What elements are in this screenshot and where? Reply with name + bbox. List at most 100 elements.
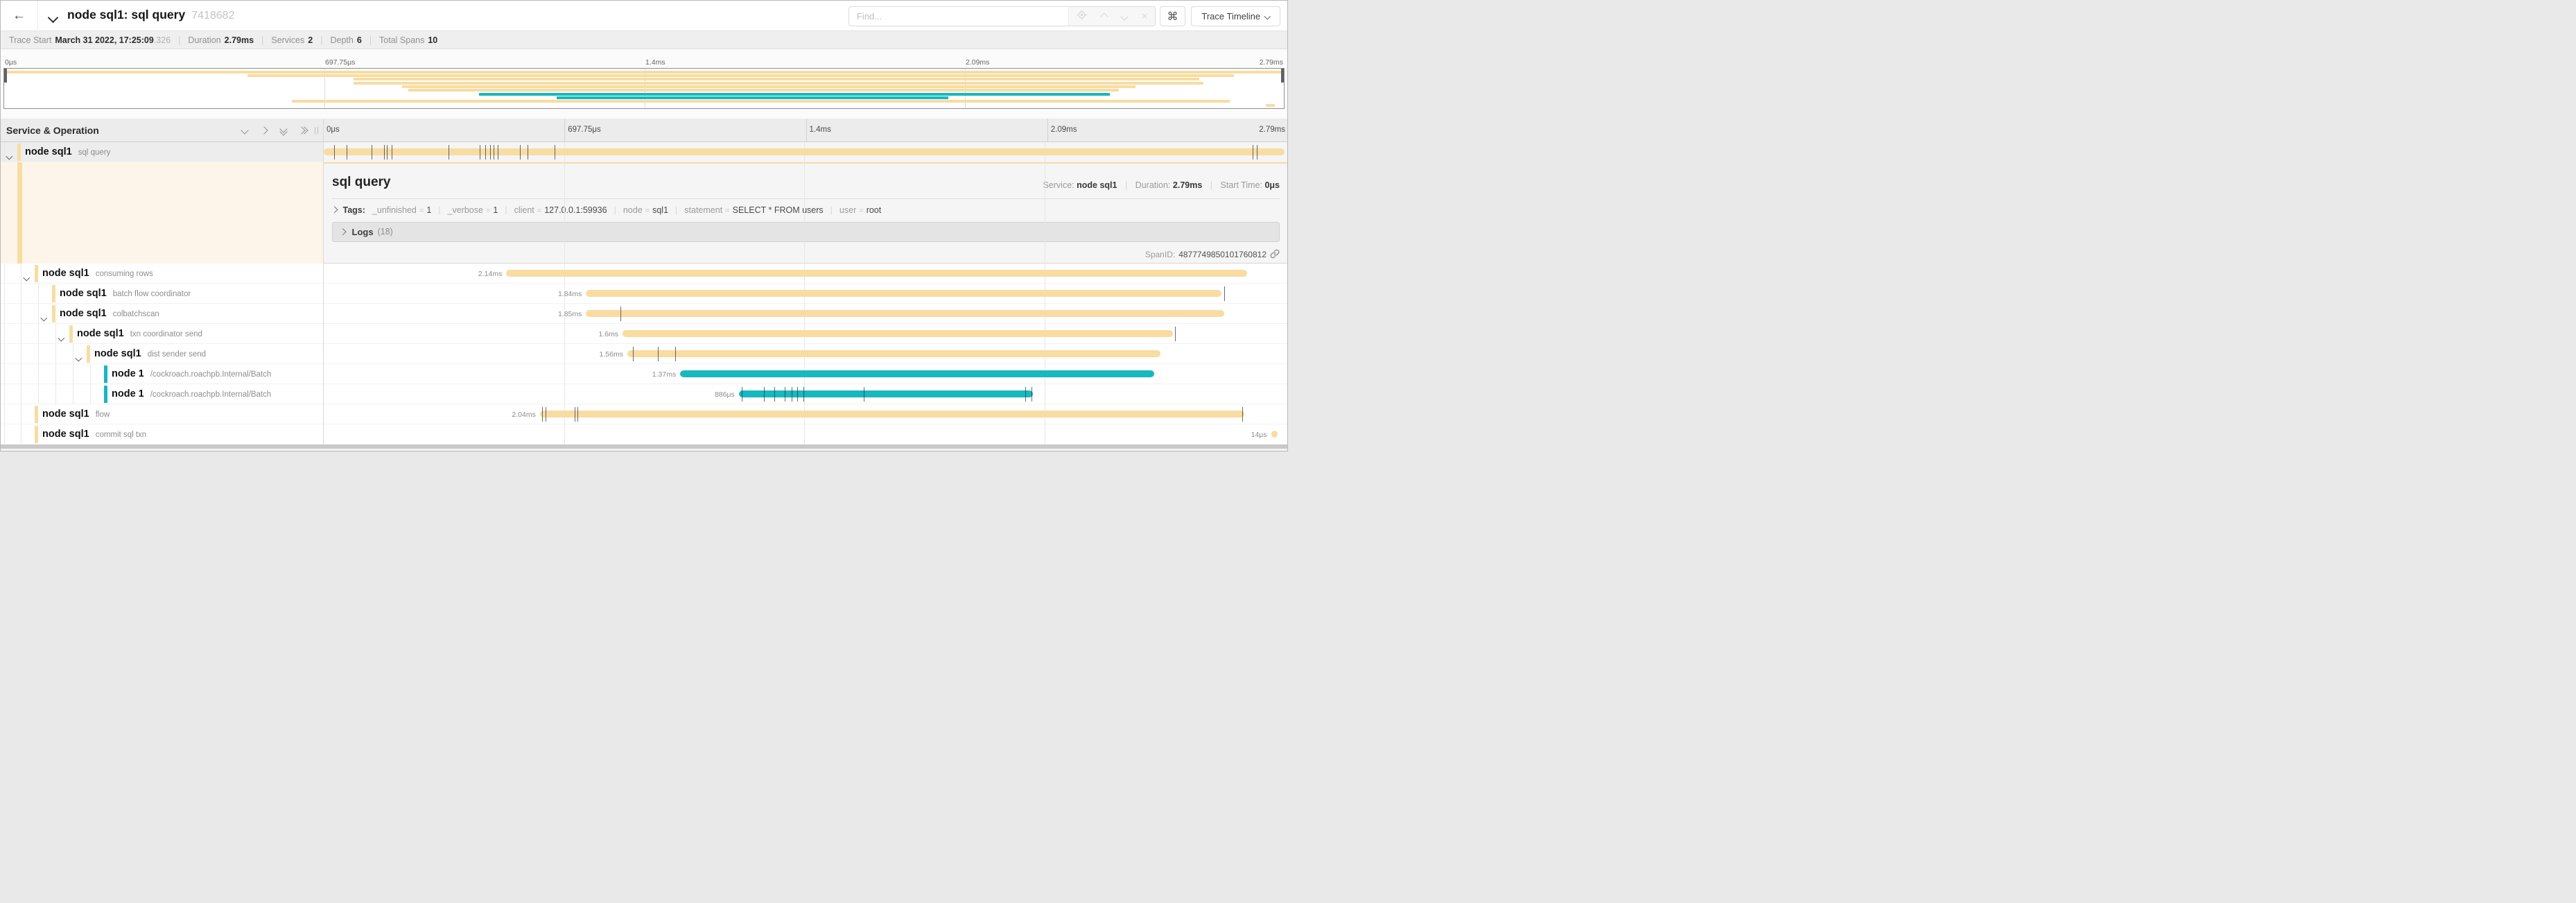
- expand-chevron-icon[interactable]: [75, 352, 82, 364]
- span-timeline-cell[interactable]: 1.6ms: [324, 324, 1285, 343]
- expand-all-icon[interactable]: [297, 126, 308, 135]
- span-duration-bar[interactable]: [627, 350, 1161, 357]
- span-tree-cell[interactable]: node sql1 consuming rows: [1, 263, 323, 284]
- log-marker[interactable]: [1025, 386, 1026, 402]
- horizontal-scrollbar[interactable]: [1, 444, 1287, 449]
- span-timeline-cell[interactable]: 886μs: [324, 384, 1285, 404]
- tags-row[interactable]: Tags: _unfinished = 1 | _verbose = 1 | client = 12…: [331, 205, 881, 215]
- next-match-icon[interactable]: [1120, 10, 1129, 23]
- span-duration-label: 1.56ms: [599, 350, 623, 359]
- minimap-right-scrubber[interactable]: [1281, 69, 1284, 83]
- minimap-canvas[interactable]: [3, 68, 1285, 109]
- log-marker[interactable]: [384, 144, 385, 160]
- log-marker[interactable]: [658, 346, 659, 361]
- span-duration-bar[interactable]: [539, 411, 1244, 418]
- log-marker[interactable]: [763, 386, 765, 402]
- span-row[interactable]: node sql1 flow 2.04ms: [1, 404, 1287, 424]
- span-timeline-cell[interactable]: [324, 142, 1285, 162]
- span-duration-label: 1.37ms: [652, 370, 677, 379]
- expand-chevron-icon[interactable]: [58, 332, 64, 344]
- log-marker[interactable]: [485, 144, 486, 160]
- span-row[interactable]: node 1/cockroach.roachpb.Internal/Batch 1…: [1, 363, 1287, 384]
- view-selector-button[interactable]: Trace Timeline: [1191, 6, 1280, 26]
- span-duration-bar[interactable]: [586, 310, 1224, 317]
- span-timeline-cell[interactable]: 14μs: [324, 424, 1285, 444]
- log-marker[interactable]: [803, 386, 804, 402]
- span-duration-bar[interactable]: [1271, 431, 1278, 438]
- log-marker[interactable]: [519, 144, 521, 160]
- span-tree-cell[interactable]: node sql1 commit sql txn: [1, 424, 323, 444]
- span-row[interactable]: node sql1 batch flow coordinator 1.84ms: [1, 283, 1287, 304]
- focus-match-icon[interactable]: [1077, 10, 1087, 24]
- span-tree-cell[interactable]: node sql1 dist sender send: [1, 343, 323, 364]
- expand-chevron-icon[interactable]: [40, 311, 47, 324]
- span-tree-cell[interactable]: node 1/cockroach.roachpb.Internal/Batch: [1, 363, 323, 384]
- collapse-one-icon[interactable]: [240, 126, 250, 135]
- chevron-down-icon: [58, 334, 64, 341]
- span-duration-bar[interactable]: [506, 270, 1247, 277]
- span-duration-bar[interactable]: [623, 330, 1174, 337]
- collapse-trace-icon[interactable]: [47, 12, 59, 25]
- log-marker[interactable]: [797, 386, 799, 402]
- clear-find-icon[interactable]: ×: [1141, 10, 1148, 22]
- span-duration-bar[interactable]: [586, 290, 1221, 297]
- span-row[interactable]: node sql1 sql query: [1, 141, 1287, 162]
- find-input[interactable]: Find...: [849, 7, 1068, 26]
- summary-label: Services: [271, 35, 305, 45]
- log-marker[interactable]: [675, 346, 677, 361]
- span-id-label: SpanID:: [1145, 250, 1176, 259]
- span-row[interactable]: node 1/cockroach.roachpb.Internal/Batch 8…: [1, 384, 1287, 404]
- span-tree-cell[interactable]: node sql1 colbatchscan: [1, 303, 323, 324]
- expand-one-icon[interactable]: [259, 126, 269, 135]
- timeline-gridline: [564, 141, 565, 445]
- expand-chevron-icon[interactable]: [6, 150, 12, 162]
- span-duration-bar[interactable]: [680, 370, 1154, 377]
- jaeger-trace-view: ← node sql1: sql query 7418682 Find... × …: [0, 0, 1288, 452]
- log-marker[interactable]: [620, 306, 622, 321]
- span-duration-bar[interactable]: [738, 390, 1033, 397]
- log-marker[interactable]: [1224, 286, 1225, 301]
- span-tree-cell[interactable]: node 1/cockroach.roachpb.Internal/Batch: [1, 384, 323, 404]
- log-marker[interactable]: [577, 406, 578, 422]
- minimap-span-bar: [292, 100, 1230, 103]
- expand-chevron-icon[interactable]: [23, 271, 30, 284]
- span-row[interactable]: node sql1 dist sender send 1.56ms: [1, 343, 1287, 364]
- log-marker[interactable]: [1242, 406, 1244, 422]
- span-duration-bar[interactable]: [324, 148, 1285, 155]
- column-divider[interactable]: [323, 119, 324, 445]
- minimap-left-scrubber[interactable]: [4, 69, 7, 83]
- span-color-band: [17, 162, 22, 264]
- span-row[interactable]: node sql1 consuming rows 2.14ms: [1, 263, 1287, 284]
- span-duration-label: 2.14ms: [478, 269, 503, 278]
- span-timeline-cell[interactable]: 1.84ms: [324, 284, 1285, 303]
- span-tree-cell[interactable]: node sql1 sql query: [1, 141, 323, 162]
- span-timeline-cell[interactable]: 1.56ms: [324, 344, 1285, 363]
- keyboard-shortcuts-button[interactable]: ⌘: [1160, 6, 1185, 26]
- span-timeline-cell[interactable]: 1.37ms: [324, 364, 1285, 384]
- log-marker[interactable]: [541, 406, 543, 422]
- collapse-all-icon[interactable]: [279, 125, 288, 136]
- log-marker[interactable]: [1174, 326, 1176, 341]
- span-row[interactable]: node sql1 txn coordinator send 1.6ms: [1, 323, 1287, 344]
- span-row[interactable]: node sql1 colbatchscan 1.85ms: [1, 303, 1287, 324]
- span-timeline-cell[interactable]: 2.14ms: [324, 264, 1285, 283]
- logs-accordion[interactable]: Logs (18): [332, 221, 1280, 242]
- column-resizer-handle[interactable]: ||: [314, 126, 320, 135]
- back-button[interactable]: ←: [1, 1, 38, 31]
- log-marker[interactable]: [774, 386, 776, 402]
- link-icon[interactable]: [1270, 249, 1280, 261]
- log-marker[interactable]: [489, 144, 491, 160]
- span-tree-cell[interactable]: node sql1 batch flow coordinator: [1, 283, 323, 303]
- span-tree-cell[interactable]: node sql1 txn coordinator send: [1, 323, 323, 344]
- span-tree-cell[interactable]: node sql1 flow: [1, 404, 323, 424]
- chevron-down-icon: [1264, 12, 1271, 20]
- prev-match-icon[interactable]: [1099, 10, 1108, 23]
- span-row[interactable]: node sql1 commit sql txn 14μs: [1, 424, 1287, 445]
- span-timeline-cell[interactable]: 2.04ms: [324, 404, 1285, 424]
- log-marker[interactable]: [334, 144, 336, 160]
- span-timeline-cell[interactable]: 1.85ms: [324, 304, 1285, 323]
- log-marker[interactable]: [387, 144, 388, 160]
- tag-key: user: [839, 205, 857, 215]
- log-marker[interactable]: [633, 346, 634, 361]
- operation-name: txn coordinator send: [130, 329, 202, 338]
